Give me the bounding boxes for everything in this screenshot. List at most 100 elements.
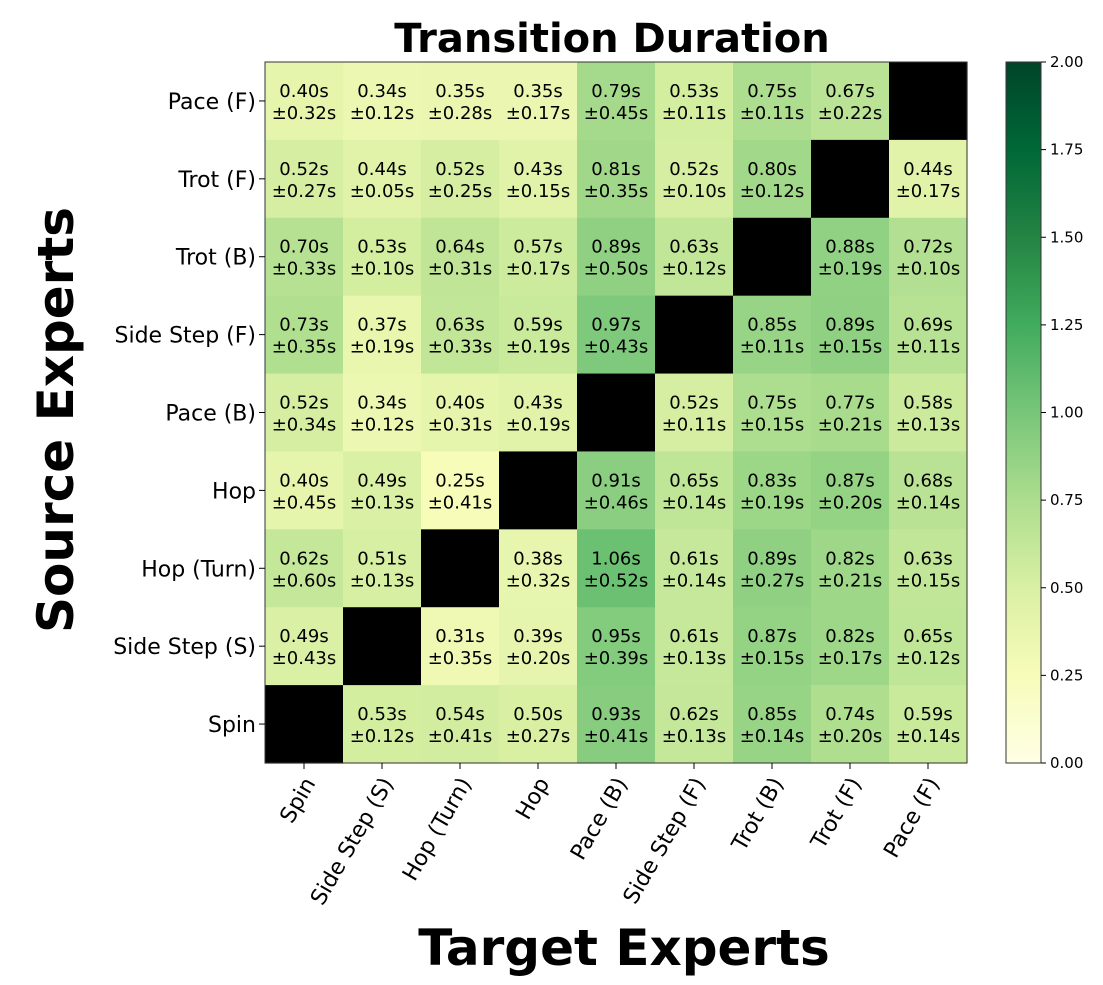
- cell-std-label: ±0.10s: [350, 259, 415, 280]
- heatmap-cell: [265, 295, 344, 375]
- heatmap-cell: [733, 62, 812, 141]
- heatmap-cell: [655, 451, 734, 530]
- heatmap-cell-empty: [499, 451, 578, 530]
- cell-std-label: ±0.14s: [662, 570, 727, 591]
- cell-std-label: ±0.46s: [584, 492, 649, 513]
- cell-value-label: 0.91s: [591, 470, 640, 491]
- cell-std-label: ±0.14s: [740, 726, 805, 747]
- cell-std-label: ±0.15s: [506, 181, 571, 202]
- cell-std-label: ±0.19s: [506, 415, 571, 436]
- cell-value-label: 0.25s: [435, 470, 484, 491]
- cell-std-label: ±0.19s: [350, 337, 415, 358]
- cell-value-label: 0.63s: [903, 548, 952, 569]
- cell-std-label: ±0.11s: [662, 415, 727, 436]
- cell-value-label: 0.40s: [279, 81, 328, 102]
- cell-value-label: 0.52s: [669, 393, 718, 414]
- heatmap-cell: [889, 217, 968, 297]
- y-tick-label-pace-f: Pace (F): [168, 90, 256, 115]
- heatmap-cell: [499, 685, 578, 764]
- cell-value-label: 0.69s: [903, 315, 952, 336]
- cell-value-label: 0.35s: [435, 81, 484, 102]
- heatmap-cell: [577, 62, 656, 141]
- heatmap-cell-empty: [343, 607, 422, 686]
- cell-std-label: ±0.32s: [506, 570, 571, 591]
- heatmap-cell: [811, 451, 890, 530]
- heatmap-cell: [421, 295, 500, 375]
- cell-value-label: 0.68s: [903, 470, 952, 491]
- heatmap-cell: [889, 295, 968, 375]
- cell-value-label: 0.81s: [591, 159, 640, 180]
- x-tick-label-side-step-f: Side Step (F): [619, 774, 711, 909]
- colorbar-tick-label: 1.25: [1050, 316, 1083, 334]
- cell-value-label: 0.43s: [513, 159, 562, 180]
- heatmap-cell-empty: [421, 529, 500, 608]
- heatmap-cell: [265, 217, 344, 297]
- cell-std-label: ±0.41s: [584, 726, 649, 747]
- heatmap-cell: [889, 373, 968, 453]
- heatmap-cell: [343, 62, 422, 141]
- heatmap-cell: [733, 373, 812, 453]
- cell-std-label: ±0.17s: [506, 259, 571, 280]
- cell-value-label: 0.77s: [825, 393, 874, 414]
- y-axis-title: Source Experts: [27, 207, 85, 633]
- cell-std-label: ±0.50s: [584, 259, 649, 280]
- y-tick-label-trot-b: Trot (B): [175, 246, 256, 271]
- cell-std-label: ±0.15s: [740, 648, 805, 669]
- cell-std-label: ±0.20s: [818, 726, 883, 747]
- heatmap-cell: [343, 451, 422, 530]
- cell-std-label: ±0.12s: [896, 648, 961, 669]
- cell-value-label: 0.95s: [591, 626, 640, 647]
- heatmap-cell: [499, 373, 578, 453]
- cell-value-label: 0.52s: [279, 393, 328, 414]
- cell-std-label: ±0.52s: [584, 570, 649, 591]
- cell-value-label: 0.85s: [747, 704, 796, 725]
- heatmap-cell: [343, 139, 422, 219]
- chart-title: Transition Duration: [394, 16, 830, 62]
- heatmap-cell: [265, 607, 344, 686]
- heatmap-cell: [265, 529, 344, 608]
- heatmap-cell-empty: [577, 373, 656, 453]
- cell-value-label: 0.79s: [591, 81, 640, 102]
- cell-std-label: ±0.20s: [506, 648, 571, 669]
- colorbar-tick-label: 2.00: [1050, 53, 1083, 71]
- cell-std-label: ±0.31s: [428, 259, 493, 280]
- heatmap-cell: [655, 685, 734, 764]
- heatmap-cell: [889, 607, 968, 686]
- cell-std-label: ±0.45s: [584, 103, 649, 124]
- heatmap-cell: [577, 451, 656, 530]
- heatmap-cell: [343, 529, 422, 608]
- cell-value-label: 0.53s: [357, 704, 406, 725]
- heatmap-cell: [421, 373, 500, 453]
- heatmap-cell: [733, 607, 812, 686]
- heatmap-cell-empty: [889, 62, 968, 141]
- cell-std-label: ±0.12s: [350, 415, 415, 436]
- heatmap-cell: [655, 373, 734, 453]
- cell-std-label: ±0.15s: [818, 337, 883, 358]
- cell-std-label: ±0.31s: [428, 415, 493, 436]
- heatmap-cell: [421, 685, 500, 764]
- cell-value-label: 0.70s: [279, 237, 328, 258]
- x-tick-label-trot-b: Trot (B): [727, 774, 789, 857]
- heatmap-cell: [733, 685, 812, 764]
- heatmap-cells: [265, 62, 968, 764]
- heatmap-cell: [733, 529, 812, 608]
- cell-std-label: ±0.12s: [662, 259, 727, 280]
- heatmap-cell: [265, 62, 344, 141]
- heatmap-cell-empty: [265, 685, 344, 764]
- heatmap-cell: [577, 607, 656, 686]
- cell-value-label: 0.73s: [279, 315, 328, 336]
- colorbar-tick-label: 0.75: [1050, 491, 1083, 509]
- cell-std-label: ±0.11s: [740, 103, 805, 124]
- colorbar-ticks: 0.00 0.25 0.50 0.75 1.00 1.25 1.50 1.75 2.00: [1041, 53, 1083, 772]
- x-tick-label-spin: Spin: [276, 774, 322, 828]
- cell-value-label: 0.58s: [903, 393, 952, 414]
- heatmap-cell: [499, 295, 578, 375]
- cell-value-label: 0.39s: [513, 626, 562, 647]
- cell-std-label: ±0.60s: [272, 570, 337, 591]
- cell-value-label: 0.59s: [903, 704, 952, 725]
- cell-value-label: 0.38s: [513, 548, 562, 569]
- cell-std-label: ±0.14s: [896, 726, 961, 747]
- x-tick-label-hop: Hop: [512, 774, 556, 825]
- cell-value-label: 0.50s: [513, 704, 562, 725]
